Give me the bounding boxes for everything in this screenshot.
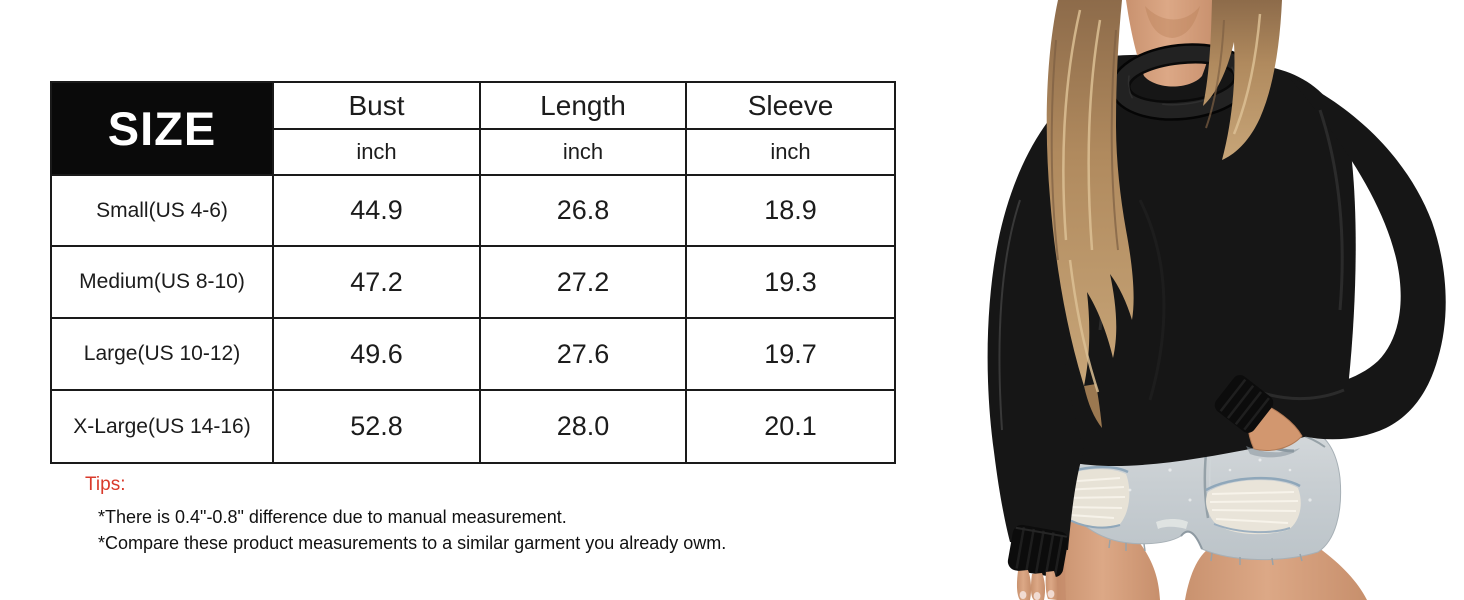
unit-bust: inch xyxy=(274,130,481,176)
column-header-bust: Bust xyxy=(274,83,481,130)
column-header-length: Length xyxy=(481,83,687,130)
row-label-small: Small(US 4-6) xyxy=(52,176,274,247)
unit-length: inch xyxy=(481,130,687,176)
value-xlarge-length: 28.0 xyxy=(481,391,687,462)
value-small-length: 26.8 xyxy=(481,176,687,247)
value-medium-length: 27.2 xyxy=(481,247,687,319)
model-hand-left xyxy=(1016,570,1058,600)
sleeve-cuff-left xyxy=(1007,524,1069,600)
tips-heading: Tips: xyxy=(85,474,126,495)
model-hair xyxy=(1046,0,1282,428)
tip-line-2: *Compare these product measurements to a… xyxy=(98,533,727,553)
size-chart-table: SIZE Bust Length Sleeve inch inch inch S… xyxy=(50,81,896,464)
size-header-label: SIZE xyxy=(107,102,217,155)
column-header-sleeve: Sleeve xyxy=(687,83,894,130)
row-label-xlarge: X-Large(US 14-16) xyxy=(52,391,274,462)
value-large-length: 27.6 xyxy=(481,319,687,391)
value-xlarge-bust: 52.8 xyxy=(274,391,481,462)
value-large-bust: 49.6 xyxy=(274,319,481,391)
value-small-bust: 44.9 xyxy=(274,176,481,247)
value-medium-bust: 47.2 xyxy=(274,247,481,319)
sleeve-cuff-right xyxy=(1214,375,1303,458)
value-medium-sleeve: 19.3 xyxy=(687,247,894,319)
product-photo xyxy=(960,0,1464,600)
tip-line-1: *There is 0.4"-0.8" difference due to ma… xyxy=(98,507,567,527)
row-label-large: Large(US 10-12) xyxy=(52,319,274,391)
value-large-sleeve: 19.7 xyxy=(687,319,894,391)
row-label-medium: Medium(US 8-10) xyxy=(52,247,274,319)
value-xlarge-sleeve: 20.1 xyxy=(764,411,817,441)
size-header-cell: SIZE xyxy=(52,83,274,176)
unit-sleeve: inch xyxy=(687,130,894,176)
value-small-sleeve: 18.9 xyxy=(687,176,894,247)
tips-section: Tips: *There is 0.4"-0.8" difference due… xyxy=(85,474,726,556)
